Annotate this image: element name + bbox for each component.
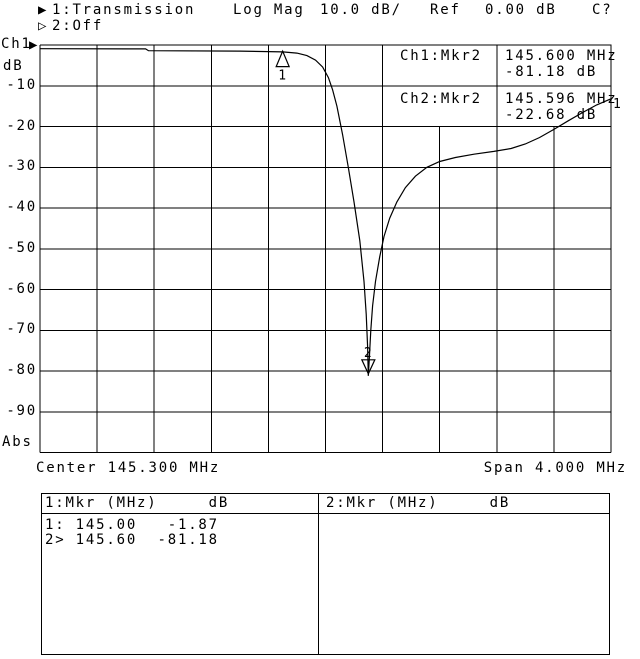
- format-label: Log Mag: [233, 2, 305, 18]
- marker-1-label: 1: [278, 69, 287, 84]
- span-label: Span 4.000 MHz: [483, 460, 627, 476]
- ref-value: 0.00 dB: [485, 2, 557, 18]
- y-tick-label: -90: [6, 403, 37, 419]
- reference-position-icon: ▶: [29, 37, 40, 53]
- center-frequency-label: Center 145.300 MHz: [36, 460, 221, 476]
- marker-table-row: 2> 145.60 -81.18: [45, 532, 219, 548]
- marker-2-icon: [360, 359, 376, 376]
- y-tick-label: -80: [6, 362, 37, 378]
- y-tick-label: -10: [6, 77, 37, 93]
- trace1-label: 1:Transmission: [52, 2, 196, 18]
- marker-table-header-right: 2:Mkr (MHz) dB: [326, 495, 511, 511]
- y-tick-label: -60: [6, 281, 37, 297]
- info-level: -81.18 dB: [505, 64, 598, 80]
- trace2-label: 2:Off: [52, 18, 104, 34]
- y-tick-label: -40: [6, 199, 37, 215]
- info-channel: Ch1:Mkr2: [400, 48, 482, 64]
- marker-table-header-left: 1:Mkr (MHz) dB: [45, 495, 230, 511]
- trace1-marker-icon: ▶: [38, 2, 49, 18]
- trace-end-label: 1: [613, 97, 622, 112]
- cal-indicator: C?: [592, 2, 613, 18]
- y-axis-unit-label: dB: [3, 58, 24, 74]
- scale-label: 10.0 dB/: [320, 2, 402, 18]
- marker-table-divider: [318, 494, 319, 654]
- marker-table: 1:Mkr (MHz) dB 2:Mkr (MHz) dB 1: 145.00 …: [41, 493, 610, 655]
- channel-label: Ch1: [1, 36, 32, 52]
- marker-1-icon: [275, 49, 291, 68]
- graticule: [39, 44, 612, 453]
- y-tick-label: -70: [6, 321, 37, 337]
- ref-label: Ref: [430, 2, 461, 18]
- trace2-marker-icon: ▷: [38, 18, 49, 34]
- marker-table-header-rule: [42, 513, 609, 514]
- marker-2-label: 2: [364, 346, 373, 361]
- marker-info-box-dividers: [382, 45, 611, 127]
- info-level: -22.68 dB: [505, 107, 598, 123]
- info-freq: 145.600 MHz: [505, 48, 618, 64]
- info-channel: Ch2:Mkr2: [400, 91, 482, 107]
- info-freq: 145.596 MHz: [505, 91, 618, 107]
- y-tick-label: -30: [6, 158, 37, 174]
- abs-label: Abs: [2, 434, 33, 450]
- trace-ch1: [39, 48, 612, 376]
- y-tick-label: -20: [6, 118, 37, 134]
- marker-table-row: 1: 145.00 -1.87: [45, 517, 219, 533]
- y-tick-label: -50: [6, 240, 37, 256]
